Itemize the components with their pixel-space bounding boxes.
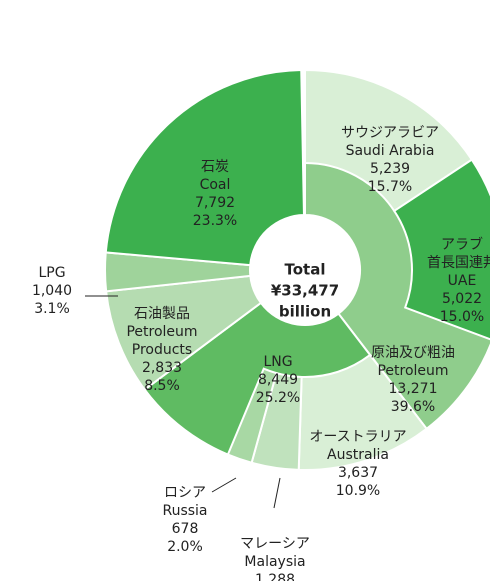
segment-name: マレーシア: [240, 536, 310, 552]
leader-line: [211, 477, 237, 493]
value-label: 3,637: [338, 465, 378, 481]
segment-name: UAE: [448, 273, 477, 289]
segment-name: Products: [132, 342, 192, 358]
segment-name: Petroleum: [126, 324, 197, 340]
share-label: 23.3%: [193, 213, 237, 229]
share-label: 3.1%: [34, 301, 70, 317]
value-label: 1,040: [32, 283, 72, 299]
segment-name: 石油製品: [134, 306, 190, 322]
share-label: 15.0%: [440, 309, 484, 325]
segment-name: サウジアラビア: [341, 125, 439, 141]
segment-name: 原油及び粗油: [371, 345, 455, 361]
sub-segment: [226, 367, 278, 464]
segment-name: オーストラリア: [309, 429, 406, 445]
sub-segment: [392, 158, 490, 341]
segment-name: LPG: [38, 265, 65, 281]
segment-name: LNG: [263, 354, 292, 370]
value-label: 7,792: [195, 195, 235, 211]
segment-name: Petroleum: [377, 363, 448, 379]
center-hole: [250, 215, 360, 325]
share-label: 15.7%: [368, 179, 412, 195]
center-label: ¥33,477: [271, 282, 339, 300]
value-label: 5,022: [442, 291, 482, 307]
segment-name: 首長国連邦: [427, 255, 490, 271]
segment-name: Malaysia: [244, 554, 305, 570]
share-label: 10.9%: [336, 483, 380, 499]
segment-name: Saudi Arabia: [346, 143, 435, 159]
value-label: 2,833: [142, 360, 182, 376]
value-label: 8,449: [258, 372, 298, 388]
leader-line: [273, 477, 281, 509]
value-label: 1,288: [255, 572, 295, 581]
value-label: 13,271: [389, 381, 438, 397]
value-label: 5,239: [370, 161, 410, 177]
share-label: 39.6%: [391, 399, 435, 415]
segment-name: Australia: [327, 447, 389, 463]
segment-name: アラブ: [441, 236, 483, 253]
center-label: billion: [279, 303, 331, 321]
share-label: 25.2%: [256, 390, 300, 406]
center-label: Total: [285, 261, 326, 279]
segment-name: ロシア: [164, 485, 206, 501]
share-label: 2.0%: [167, 539, 203, 555]
segment-name: Coal: [200, 177, 231, 193]
value-label: 678: [172, 521, 199, 537]
share-label: 8.5%: [144, 378, 180, 394]
segment-name: Russia: [162, 503, 207, 519]
segment-name: 石炭: [201, 159, 229, 175]
